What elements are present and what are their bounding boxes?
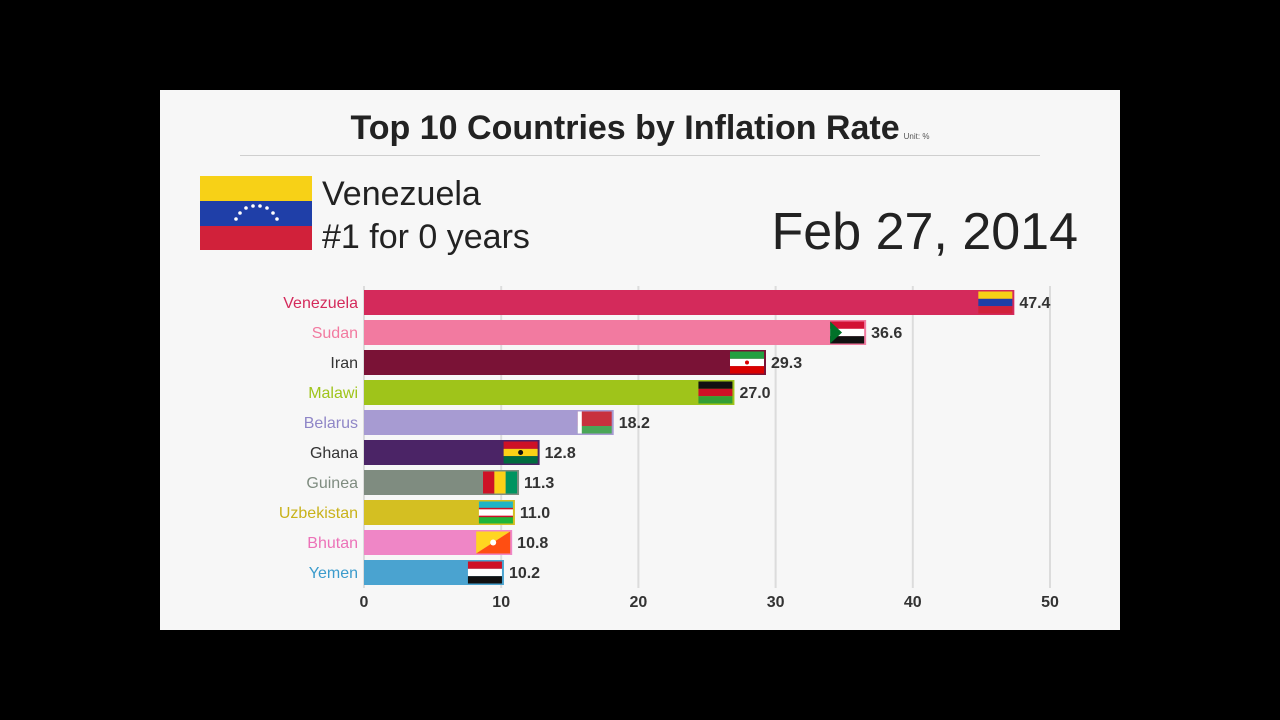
bar-sudan xyxy=(364,320,867,345)
ghana-flag-icon xyxy=(503,441,538,464)
x-tick-label: 40 xyxy=(904,594,922,611)
x-tick-label: 0 xyxy=(360,594,369,611)
x-tick-label: 50 xyxy=(1041,594,1059,611)
bar-iran xyxy=(364,350,766,375)
value-label: 10.8 xyxy=(517,535,548,552)
value-label: 12.8 xyxy=(545,445,576,462)
sudan-flag-icon xyxy=(830,321,865,344)
value-label: 47.4 xyxy=(1019,295,1050,312)
value-label: 10.2 xyxy=(509,565,540,582)
venezuela-flag-icon xyxy=(978,291,1013,314)
category-label: Bhutan xyxy=(307,535,358,552)
bar-malawi xyxy=(364,380,735,405)
leader-rank: #1 for 0 years xyxy=(322,218,530,256)
category-label: Malawi xyxy=(308,385,358,402)
x-tick-label: 20 xyxy=(630,594,648,611)
title-divider xyxy=(240,155,1040,156)
category-label: Uzbekistan xyxy=(279,505,358,522)
category-label: Iran xyxy=(330,355,358,372)
malawi-flag-icon xyxy=(698,381,733,404)
chart-title: Top 10 Countries by Inflation Rate Unit: … xyxy=(0,108,1280,157)
yemen-flag-icon xyxy=(467,561,502,584)
category-label: Ghana xyxy=(310,445,358,462)
bar-venezuela xyxy=(364,290,1015,315)
unit-note: Unit: % xyxy=(903,132,930,141)
value-label: 11.3 xyxy=(524,475,554,492)
value-label: 29.3 xyxy=(771,355,802,372)
category-label: Sudan xyxy=(312,325,358,342)
value-label: 36.6 xyxy=(871,325,902,342)
category-label: Venezuela xyxy=(283,295,358,312)
iran-flag-icon xyxy=(729,351,764,374)
value-label: 27.0 xyxy=(739,385,770,402)
title-text: Top 10 Countries by Inflation Rate xyxy=(350,109,900,147)
guinea-flag-icon xyxy=(483,471,518,494)
value-label: 11.0 xyxy=(520,505,550,522)
bar-belarus xyxy=(364,410,614,435)
x-tick-label: 30 xyxy=(767,594,785,611)
category-label: Guinea xyxy=(306,475,358,492)
date-label: Feb 27, 2014 xyxy=(771,203,1078,261)
belarus-flag-icon xyxy=(577,411,612,434)
leader-name: Venezuela xyxy=(322,175,481,213)
category-label: Belarus xyxy=(304,415,358,432)
x-tick-label: 10 xyxy=(492,594,510,611)
uzbekistan-flag-icon xyxy=(478,501,513,524)
value-label: 18.2 xyxy=(619,415,650,432)
category-label: Yemen xyxy=(309,565,358,582)
bhutan-flag-icon xyxy=(476,531,511,554)
leader-flag-icon xyxy=(200,176,312,250)
